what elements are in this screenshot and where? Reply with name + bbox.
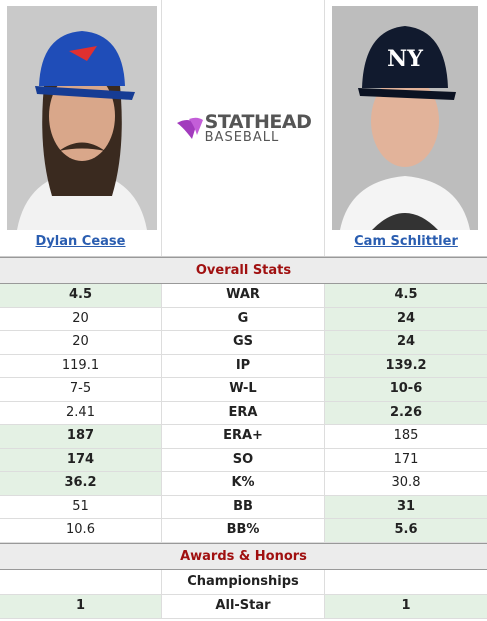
- left-value: 119.1: [0, 354, 162, 378]
- left-value: 2.41: [0, 401, 162, 425]
- left-value: 1: [0, 595, 162, 618]
- stat-label: G: [162, 307, 325, 331]
- right-value: 31: [325, 495, 487, 519]
- player-photo: [7, 6, 157, 230]
- stat-label: All-Star: [162, 595, 325, 618]
- stathead-logo: STATHEAD BASEBALL: [175, 110, 312, 145]
- right-value: 5.6: [325, 519, 487, 543]
- player-header: Dylan Cease STATHEAD BASEBALL: [0, 0, 487, 257]
- logo-top: STATHEAD: [204, 110, 312, 133]
- empty-cell: [0, 570, 162, 595]
- stat-row: 20 G 24: [0, 307, 487, 332]
- stat-row: 20 GS 24: [0, 331, 487, 355]
- left-value: 36.2: [0, 472, 162, 495]
- stat-row: 2.41 ERA 2.26: [0, 401, 487, 426]
- empty-cell: [325, 570, 487, 594]
- stat-row: 119.1 IP 139.2: [0, 354, 487, 379]
- stat-row: 36.2 K% 30.8: [0, 472, 487, 496]
- stat-label: BB: [162, 495, 325, 519]
- left-value: 187: [0, 425, 162, 448]
- left-value: 20: [0, 307, 162, 331]
- right-value: 24: [325, 307, 487, 331]
- left-value: 174: [0, 448, 162, 472]
- left-value: 7-5: [0, 378, 162, 401]
- stat-row: 7-5 W-L 10-6: [0, 378, 487, 402]
- left-value: 10.6: [0, 519, 162, 543]
- right-value: 1: [325, 595, 487, 618]
- player-left: Dylan Cease: [0, 0, 162, 256]
- subheading: Championships: [162, 570, 325, 595]
- right-value: 171: [393, 451, 419, 467]
- right-value: 4.5: [325, 284, 487, 307]
- logo-bottom: BASEBALL: [204, 129, 280, 145]
- right-value: 139.2: [325, 354, 487, 378]
- stat-label: ERA: [162, 401, 325, 425]
- stats-table: Overall Stats 4.5 WAR 4.5 20 G 24 20 GS 24 119.1 IP…: [0, 257, 487, 619]
- section-header: Overall Stats: [0, 257, 487, 284]
- stat-label: W-L: [162, 378, 325, 401]
- svg-text:NY: NY: [387, 46, 423, 72]
- right-value: 10-6: [325, 378, 487, 401]
- stat-label: BB%: [162, 519, 325, 543]
- stat-label: SO: [162, 448, 325, 472]
- player-link[interactable]: Cam Schlittler: [354, 234, 458, 249]
- section-header: Awards & Honors: [0, 543, 487, 571]
- stat-label: IP: [162, 354, 325, 378]
- subheading-row: Championships: [0, 570, 487, 596]
- stat-label: GS: [162, 331, 325, 354]
- player-photo: NY: [332, 6, 478, 230]
- logo-icon: [176, 117, 203, 139]
- right-value: 24: [325, 331, 487, 354]
- right-value: 2.26: [325, 401, 487, 425]
- stat-row: 51 BB 31: [0, 495, 487, 520]
- stat-row: 174 SO 171: [0, 448, 487, 473]
- stat-row: 1 All-Star 1: [0, 595, 487, 619]
- stat-row: 10.6 BB% 5.6: [0, 519, 487, 544]
- stat-label: WAR: [162, 284, 325, 307]
- logo-cell: STATHEAD BASEBALL: [162, 0, 325, 256]
- stat-row: 4.5 WAR 4.5: [0, 284, 487, 308]
- right-value: 30.8: [391, 475, 421, 491]
- stat-label: ERA+: [162, 425, 325, 448]
- left-value: 20: [0, 331, 162, 354]
- player-link[interactable]: Dylan Cease: [35, 234, 126, 249]
- left-value: 51: [0, 495, 162, 519]
- left-value: 4.5: [0, 284, 162, 307]
- player-right: NY Cam Schlittler: [325, 0, 487, 256]
- stat-label: K%: [162, 472, 325, 495]
- right-value: 185: [393, 428, 419, 444]
- stat-row: 187 ERA+ 185: [0, 425, 487, 449]
